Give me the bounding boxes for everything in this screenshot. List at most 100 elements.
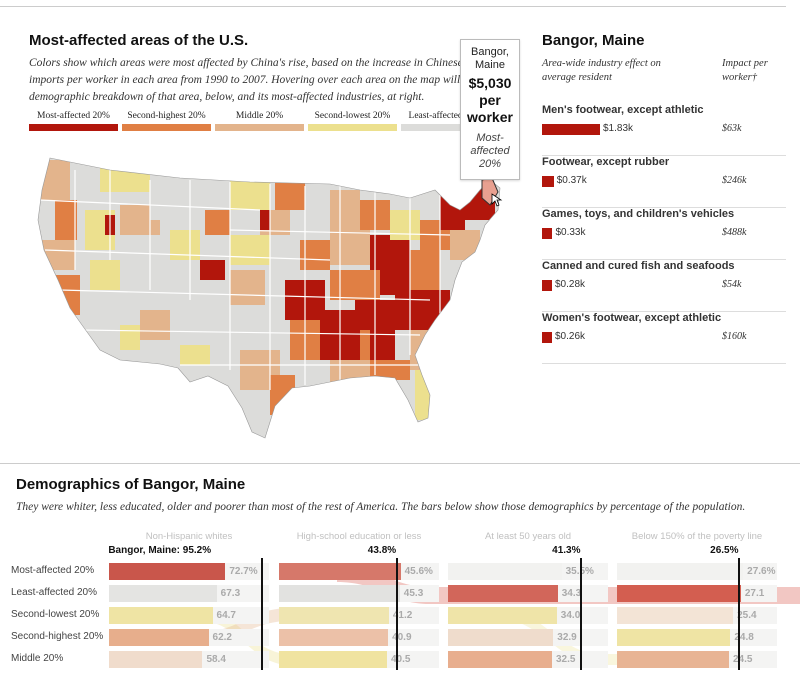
demographic-bar [279,651,387,668]
demographic-bar [109,651,203,668]
industry-panel-title: Bangor, Maine [542,32,645,49]
industry-row: Games, toys, and children's vehicles $0.3… [542,208,786,260]
demographic-bangor-callout: 41.3% [552,545,581,556]
legend-label: Middle 20% [235,111,284,121]
demographic-bar [448,629,554,646]
demographic-value: 34.0 [560,610,581,621]
industry-impact: $160k [722,331,747,342]
industry-row: Men's footwear, except athletic $1.83k $63… [542,104,786,156]
demographic-value: 24.8 [734,632,754,643]
demographic-bangor-callout: Bangor, Maine: 95.2% [108,545,212,556]
bangor-marker-line [261,558,264,670]
demographic-bar [109,585,217,602]
industry-bar [542,332,552,343]
demographic-value: 35.5% [566,566,594,577]
demographic-column-header: High-school education or less [296,531,422,542]
demographic-bar [109,607,213,624]
industry-value: $1.83k [603,123,634,134]
demographic-value: 45.6% [404,566,433,577]
demographic-row-label: Least-affected 20% [11,587,97,598]
demographic-bar [617,563,744,580]
legend-swatch [308,124,397,131]
demographic-value: 32.9 [557,632,577,643]
industry-value: $0.28k [555,279,586,290]
industry-bar [542,176,554,187]
industry-bar [542,280,552,291]
industry-bar [542,124,600,135]
industry-impact: $246k [722,175,747,186]
legend-label: Least-affected 20% [408,111,483,121]
demographic-row-label: Most-affected 20% [11,565,95,576]
industry-value: $0.37k [556,175,587,186]
section-divider [0,463,800,464]
legend-item: Second-lowest 20% [308,111,397,133]
demographic-value: 67.3 [220,588,241,599]
demographics-title: Demographics of Bangor, Maine [16,476,246,493]
cursor-icon [491,193,503,207]
demographic-value: 24.5 [733,654,753,665]
us-outline [37,157,501,439]
demographic-bar [448,607,557,624]
industry-name: Games, toys, and children's vehicles [542,208,735,220]
demographic-bangor-callout: 26.5% [710,545,739,556]
demographic-column-header: At least 50 years old [484,531,572,542]
demographic-bar [617,607,734,624]
demographic-value: 58.4 [206,654,226,665]
industry-row: Footwear, except rubber $0.37k $246k [542,156,786,208]
industry-value: $0.26k [555,331,586,342]
us-map[interactable] [30,150,510,450]
demographic-row-label: Second-lowest 20% [11,609,100,620]
bangor-marker-line [395,558,398,670]
industry-col-left: Area-wide industry effect on average res… [542,58,661,83]
tooltip-place: Bangor, Maine [471,46,509,71]
demographic-bar [617,585,741,602]
demographic-value: 45.3 [403,588,424,599]
legend-item: Least-affected 20% [401,111,490,133]
demographic-value: 32.5 [556,654,576,665]
legend-item: Second-highest 20% [122,111,211,133]
industry-value: $0.33k [555,227,586,238]
demographic-column-header: Below 150% of the poverty line [631,531,763,542]
demographic-value: 64.7 [216,610,236,621]
industry-row: Canned and cured fish and seafoods $0.28k… [542,260,786,312]
demographic-bar [109,629,209,646]
demographic-bar [279,563,401,580]
demographic-value: 27.6% [747,566,776,577]
legend-swatch [122,124,211,131]
demographic-value: 34.3 [561,588,582,599]
industry-name: Canned and cured fish and seafoods [542,260,735,272]
bangor-marker-line [738,558,741,670]
demographic-value: 25.4 [737,610,757,621]
demographic-bangor-callout: 43.8% [367,545,397,556]
demographic-bar [617,629,731,646]
tooltip-category: Most-affected 20% [470,132,510,170]
industry-impact: $54k [722,279,742,290]
legend-swatch [401,124,490,131]
demographic-value: 41.2 [392,610,413,621]
industry-bar [542,228,553,239]
demographic-row-label: Middle 20% [11,653,64,664]
bangor-marker-line [580,558,583,670]
tooltip-value: $5,030 per worker [467,75,513,125]
map-tooltip: Bangor, Maine $5,030 per worker Most-aff… [460,39,520,180]
demographic-bar [448,563,562,580]
industry-impact: $63k [722,123,742,134]
demographic-column-header: Non-Hispanic whites [145,531,233,542]
demographic-value: 62.2 [212,632,232,643]
legend-item: Middle 20% [215,111,304,133]
legend-swatch [215,124,304,131]
demographic-value: 40.5 [391,654,411,665]
top-rule [0,6,786,7]
legend-swatch [29,124,118,131]
industry-col-right: Impact per worker† [722,58,768,83]
demographic-value: 72.7% [229,566,258,577]
industry-name: Women's footwear, except athletic [542,312,722,324]
state-borders [39,170,451,390]
industry-name: Men's footwear, except athletic [542,104,704,116]
map-legend: Most-affected 20% Second-highest 20% Mid… [29,111,509,133]
legend-label: Second-lowest 20% [314,111,391,121]
demographic-bar [279,607,389,624]
legend-item: Most-affected 20% [29,111,118,133]
legend-label: Most-affected 20% [37,111,110,121]
demographic-bar [617,651,729,668]
